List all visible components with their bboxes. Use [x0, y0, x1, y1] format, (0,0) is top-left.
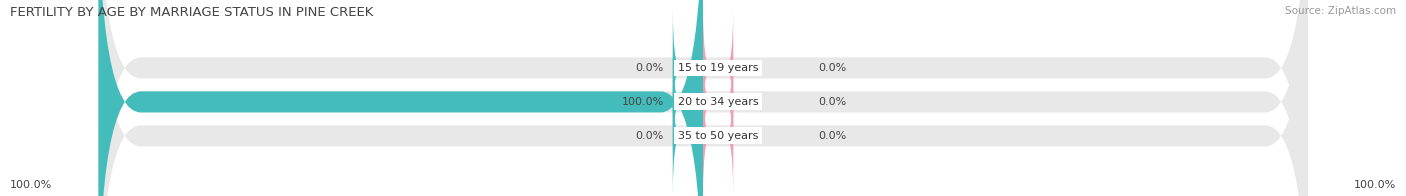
FancyBboxPatch shape — [703, 42, 734, 162]
FancyBboxPatch shape — [98, 0, 1308, 196]
Text: Source: ZipAtlas.com: Source: ZipAtlas.com — [1285, 6, 1396, 16]
FancyBboxPatch shape — [672, 76, 703, 196]
Text: 0.0%: 0.0% — [818, 131, 846, 141]
Text: 100.0%: 100.0% — [1354, 180, 1396, 190]
Text: 0.0%: 0.0% — [818, 97, 846, 107]
FancyBboxPatch shape — [672, 8, 703, 128]
FancyBboxPatch shape — [703, 76, 734, 196]
Text: 0.0%: 0.0% — [636, 131, 664, 141]
Text: 35 to 50 years: 35 to 50 years — [678, 131, 758, 141]
Text: 0.0%: 0.0% — [636, 63, 664, 73]
Text: 20 to 34 years: 20 to 34 years — [678, 97, 758, 107]
FancyBboxPatch shape — [98, 0, 1308, 196]
Text: FERTILITY BY AGE BY MARRIAGE STATUS IN PINE CREEK: FERTILITY BY AGE BY MARRIAGE STATUS IN P… — [10, 6, 373, 19]
Text: 100.0%: 100.0% — [10, 180, 52, 190]
FancyBboxPatch shape — [672, 42, 703, 162]
FancyBboxPatch shape — [98, 0, 1308, 196]
FancyBboxPatch shape — [98, 0, 703, 196]
Text: 15 to 19 years: 15 to 19 years — [678, 63, 758, 73]
Text: 100.0%: 100.0% — [621, 97, 664, 107]
FancyBboxPatch shape — [703, 8, 734, 128]
Text: 0.0%: 0.0% — [818, 63, 846, 73]
